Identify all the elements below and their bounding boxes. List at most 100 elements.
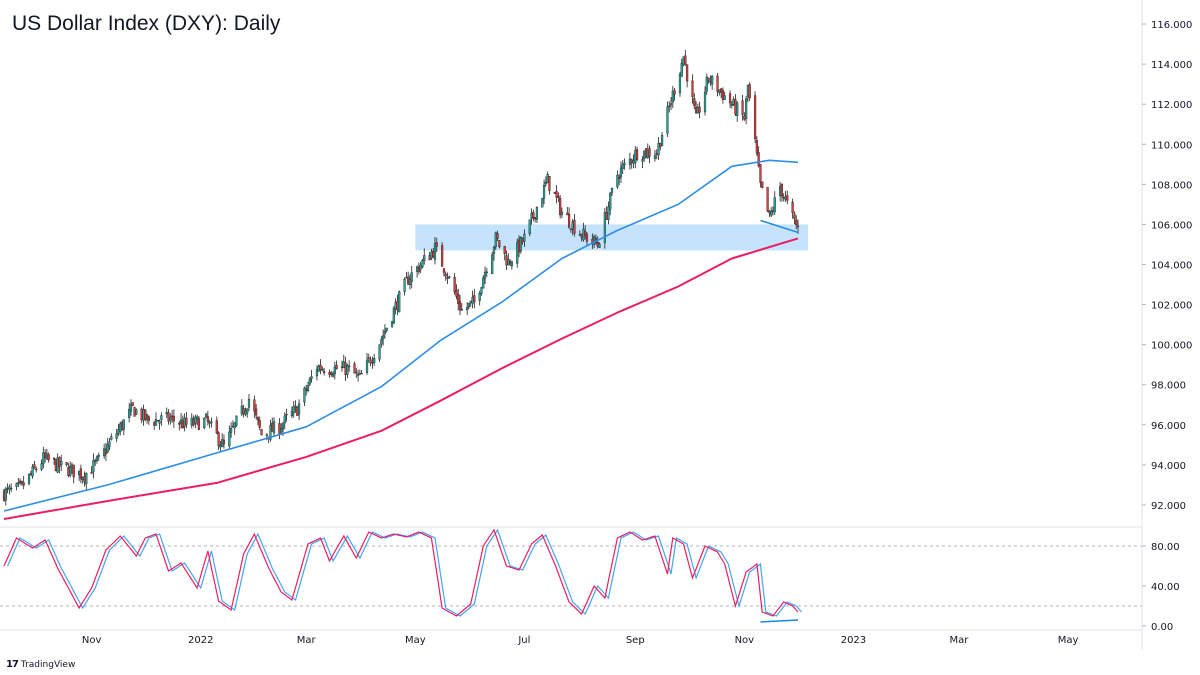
candle-body [285,414,288,416]
candle-body [305,388,308,391]
candle-body [90,472,93,474]
candle-body [557,196,560,198]
candle-body [396,300,399,311]
candle-body [2,490,6,501]
candle-body [258,420,261,428]
candle-body [580,233,583,238]
candle-body [566,212,569,216]
candle-body [407,276,410,285]
candle-body [67,467,70,476]
candle-body [507,259,510,266]
candle-body [81,477,84,480]
candle-body [52,457,56,460]
candle-body [221,439,224,447]
candle-body [532,212,535,218]
candle-body [786,195,789,201]
candle-body [142,409,145,421]
candle-body [610,188,614,193]
candle-body [630,159,633,163]
candle-body [782,197,785,199]
moving-average-100-line [3,159,799,512]
candle-body [103,448,106,457]
candle-body [793,213,796,219]
candle-body [761,181,764,188]
candle-body [140,408,143,421]
candle-body [371,361,374,364]
candle-body [593,236,596,245]
candle-body [573,219,576,234]
candle-body [365,359,369,373]
candle-body [478,293,481,301]
candle-body [128,409,131,418]
candle-body [691,80,694,97]
candle-body [684,55,687,65]
candle-body [544,182,547,185]
candle-body [698,106,701,113]
candlesticks [2,49,800,506]
candle-body [40,463,43,470]
oscillator-level-lines [0,545,1142,607]
candle-body [559,198,562,216]
candle-body [56,457,59,473]
candle-body [632,160,635,164]
time-tick-label: Nov [82,635,102,646]
price-tick-label: 112.000 [1151,100,1192,111]
candle-body [240,405,243,415]
candle-body [510,261,513,267]
candle-body [144,409,147,420]
candle-body [172,415,175,422]
candle-body [190,417,193,426]
candle-body [204,413,208,418]
candle-body [383,330,387,335]
candle-body [196,416,199,420]
candle-body [170,415,174,417]
price-tick-label: 110.000 [1151,140,1192,151]
candle-body [153,422,156,426]
candle-body [567,213,571,228]
candle-body [723,95,726,100]
candle-body [668,105,671,108]
candle-body [117,429,120,434]
candle-body [770,210,773,216]
candle-body [766,186,769,212]
candle-body [492,246,496,254]
candle-body [15,483,18,487]
candle-body [42,452,45,465]
candle-body [503,245,506,254]
candle-body [108,441,111,447]
candle-body [709,80,712,83]
stochastic-k-line [3,528,799,617]
candle-body [247,399,251,408]
candle-body [796,225,800,228]
candle-body [784,196,787,200]
candle-body [635,149,639,160]
candle-body [541,198,544,208]
support-zone-layer [415,224,808,251]
candle-body [260,429,263,436]
price-tick-label: 96.000 [1151,421,1186,432]
candle-body [235,415,238,426]
candle-body [480,287,483,294]
moving-averages [3,159,799,520]
candle-body [222,439,226,445]
oscillator-tick-label: 40.00 [1151,582,1180,593]
candle-body [791,201,794,213]
candle-body [553,191,556,194]
candle-body [330,372,333,375]
candle-body [521,238,524,243]
candle-body [621,164,624,169]
candle-body [208,422,211,424]
candle-body [711,76,714,85]
moving-average-200-line [3,237,799,520]
candle-body [607,206,610,220]
candle-body [392,307,395,324]
candle-body [730,103,733,106]
candle-body [648,148,651,157]
candle-body [753,95,757,139]
candle-body [6,488,9,490]
candle-body [246,408,249,414]
price-tick-label: 94.000 [1151,461,1186,472]
tradingview-logo: 17 TradingView [6,659,75,670]
candle-body [35,468,38,471]
